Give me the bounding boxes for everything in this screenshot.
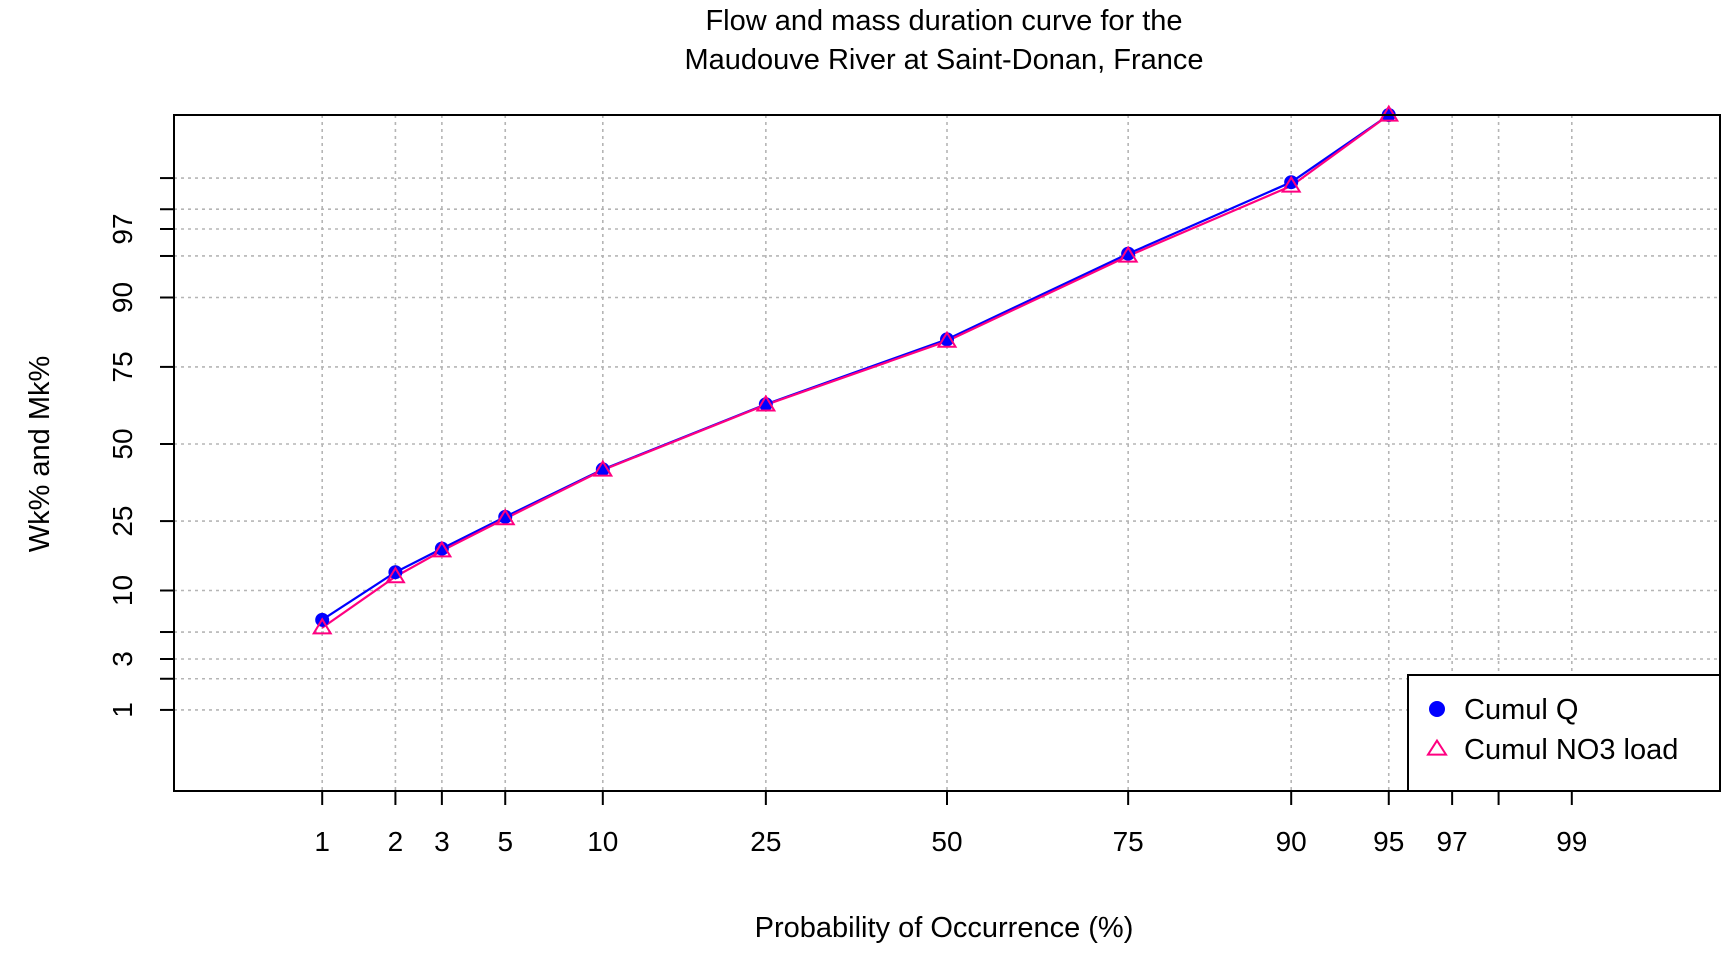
x-tick-label: 10 (587, 826, 618, 857)
cumul-no3-load-point (385, 566, 406, 584)
cumul-no3-load-point (311, 617, 333, 635)
x-tick-label: 1 (314, 826, 330, 857)
legend-label: Cumul NO3 load (1464, 734, 1678, 766)
cumul-no3-load-point (431, 540, 453, 558)
y-tick-label: 75 (107, 351, 138, 382)
y-tick-label: 10 (107, 575, 138, 606)
x-tick-label: 99 (1556, 826, 1587, 857)
x-tick-label: 90 (1276, 826, 1307, 857)
y-axis-label: Wk% and Mk% (24, 356, 56, 553)
x-tick-label: 75 (1113, 826, 1144, 857)
series-layer (311, 104, 1400, 635)
cumul-q-point (1284, 175, 1299, 190)
x-tick-label: 3 (434, 826, 450, 857)
legend-marker-circle (1429, 701, 1445, 717)
chart-title: Flow and mass duration curve for the (705, 5, 1182, 37)
x-tick-label: 2 (388, 826, 404, 857)
cumul-no3-load-point (1378, 104, 1400, 122)
x-axis-label: Probability of Occurrence (%) (755, 912, 1134, 944)
cumul-q-point (498, 509, 513, 524)
y-tick-label: 90 (107, 282, 138, 313)
cumul-q-point (434, 541, 449, 556)
x-tick-label: 97 (1437, 826, 1468, 857)
x-tick-label: 50 (931, 826, 962, 857)
chart-subtitle: Maudouve River at Saint-Donan, France (684, 44, 1203, 76)
cumul-no3-load-point (936, 330, 958, 348)
x-tick-label: 95 (1373, 826, 1404, 857)
legend-box (1407, 674, 1721, 792)
cumul-no3-load-line (321, 114, 1390, 629)
cumul-q-point (940, 332, 954, 347)
y-tick-label: 25 (107, 506, 138, 537)
cumul-no3-load-point (1280, 175, 1302, 193)
y-tick-label: 97 (107, 213, 138, 244)
cumul-no3-load-point (494, 508, 516, 526)
cumul-no3-load-point (755, 394, 777, 412)
legend-label: Cumul Q (1464, 694, 1578, 726)
legend: Cumul Q Cumul NO3 load (1407, 674, 1721, 792)
x-tick-label: 5 (497, 826, 513, 857)
y-tick-label: 50 (107, 428, 138, 459)
y-tick-label: 1 (107, 702, 138, 718)
legend-marker-triangle (1426, 738, 1448, 756)
cumul-no3-load-point (592, 459, 614, 477)
x-tick-label: 25 (750, 826, 781, 857)
cumul-q-point (1121, 246, 1136, 261)
cumul-no3-load-point (1117, 245, 1139, 263)
y-tick-label: 3 (107, 651, 138, 667)
